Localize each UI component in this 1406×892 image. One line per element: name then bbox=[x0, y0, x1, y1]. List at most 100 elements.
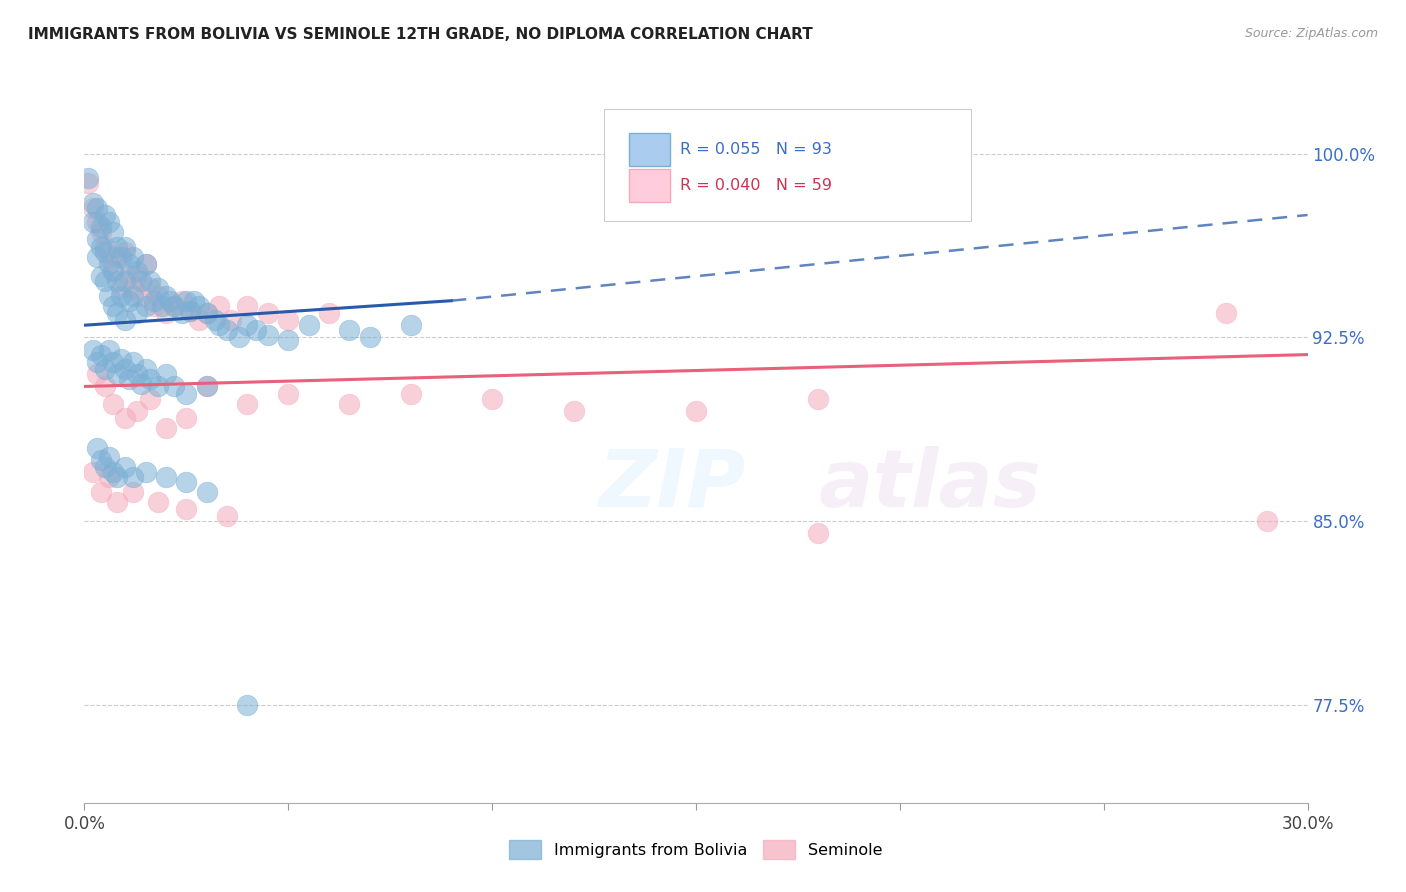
Point bbox=[127, 306, 149, 320]
Point bbox=[187, 313, 209, 327]
Point bbox=[399, 318, 422, 333]
Point bbox=[90, 453, 112, 467]
Point bbox=[86, 232, 108, 246]
Point bbox=[110, 281, 132, 295]
Point bbox=[257, 328, 280, 343]
Point bbox=[236, 318, 259, 333]
Point bbox=[217, 509, 239, 524]
Point bbox=[208, 299, 231, 313]
Point bbox=[122, 289, 145, 303]
Point bbox=[90, 225, 112, 239]
Point bbox=[93, 274, 115, 288]
Point bbox=[217, 323, 239, 337]
Point bbox=[114, 240, 136, 254]
Point bbox=[97, 215, 120, 229]
Point bbox=[118, 293, 141, 308]
Point bbox=[127, 264, 149, 278]
Point bbox=[127, 269, 149, 284]
Point bbox=[82, 465, 104, 479]
Point bbox=[86, 201, 108, 215]
Point bbox=[97, 450, 120, 465]
Point bbox=[399, 386, 422, 401]
Point bbox=[236, 396, 259, 410]
Point bbox=[195, 379, 218, 393]
Point bbox=[101, 299, 124, 313]
Point bbox=[97, 250, 120, 264]
Point bbox=[172, 306, 194, 320]
Point bbox=[146, 281, 169, 295]
Point bbox=[118, 372, 141, 386]
Point bbox=[174, 502, 197, 516]
Point bbox=[93, 208, 115, 222]
Point bbox=[127, 404, 149, 418]
Point bbox=[155, 421, 177, 435]
Point bbox=[1215, 306, 1237, 320]
Point bbox=[93, 240, 115, 254]
Point bbox=[118, 269, 141, 284]
Point bbox=[114, 362, 136, 376]
Point bbox=[277, 333, 299, 347]
Point bbox=[93, 244, 115, 259]
Point bbox=[298, 318, 321, 333]
Point bbox=[155, 306, 177, 320]
Point bbox=[155, 289, 177, 303]
Point bbox=[86, 441, 108, 455]
Point bbox=[807, 526, 830, 541]
Point bbox=[82, 201, 104, 215]
Point bbox=[105, 240, 128, 254]
Point bbox=[195, 306, 218, 320]
Point bbox=[105, 367, 128, 381]
Point bbox=[101, 225, 124, 239]
Point bbox=[101, 355, 124, 369]
Text: atlas: atlas bbox=[818, 446, 1040, 524]
Point bbox=[174, 475, 197, 489]
Point bbox=[481, 392, 503, 406]
Point bbox=[179, 303, 201, 318]
Point bbox=[90, 220, 112, 235]
Point bbox=[138, 274, 160, 288]
Point bbox=[155, 470, 177, 484]
Point bbox=[277, 386, 299, 401]
Point bbox=[339, 323, 361, 337]
Point bbox=[131, 376, 153, 391]
Point bbox=[82, 343, 104, 357]
Point bbox=[114, 274, 136, 288]
Point bbox=[195, 306, 218, 320]
Point bbox=[183, 293, 205, 308]
Point bbox=[90, 240, 112, 254]
Point bbox=[101, 396, 124, 410]
Point bbox=[105, 274, 128, 288]
Point bbox=[97, 257, 120, 271]
Point bbox=[90, 348, 112, 362]
Point bbox=[122, 355, 145, 369]
Point bbox=[195, 484, 218, 499]
Text: ZIP: ZIP bbox=[598, 446, 745, 524]
Point bbox=[90, 269, 112, 284]
Point bbox=[163, 379, 186, 393]
Point bbox=[114, 460, 136, 475]
Point bbox=[562, 404, 585, 418]
Point bbox=[105, 250, 128, 264]
Point bbox=[110, 289, 132, 303]
Point bbox=[172, 293, 194, 308]
Point bbox=[146, 289, 169, 303]
Text: R = 0.040   N = 59: R = 0.040 N = 59 bbox=[681, 178, 832, 194]
Point bbox=[228, 330, 250, 344]
Point bbox=[86, 367, 108, 381]
Point bbox=[131, 274, 153, 288]
Text: R = 0.055   N = 93: R = 0.055 N = 93 bbox=[681, 142, 832, 157]
Point bbox=[174, 411, 197, 425]
Point bbox=[90, 484, 112, 499]
Point bbox=[131, 289, 153, 303]
Point bbox=[359, 330, 381, 344]
Point bbox=[135, 257, 157, 271]
Point bbox=[163, 299, 186, 313]
Point bbox=[138, 392, 160, 406]
Point bbox=[114, 411, 136, 425]
FancyBboxPatch shape bbox=[605, 109, 972, 221]
Point bbox=[101, 465, 124, 479]
Point bbox=[93, 460, 115, 475]
Point bbox=[105, 470, 128, 484]
Point bbox=[174, 293, 197, 308]
Point bbox=[114, 244, 136, 259]
